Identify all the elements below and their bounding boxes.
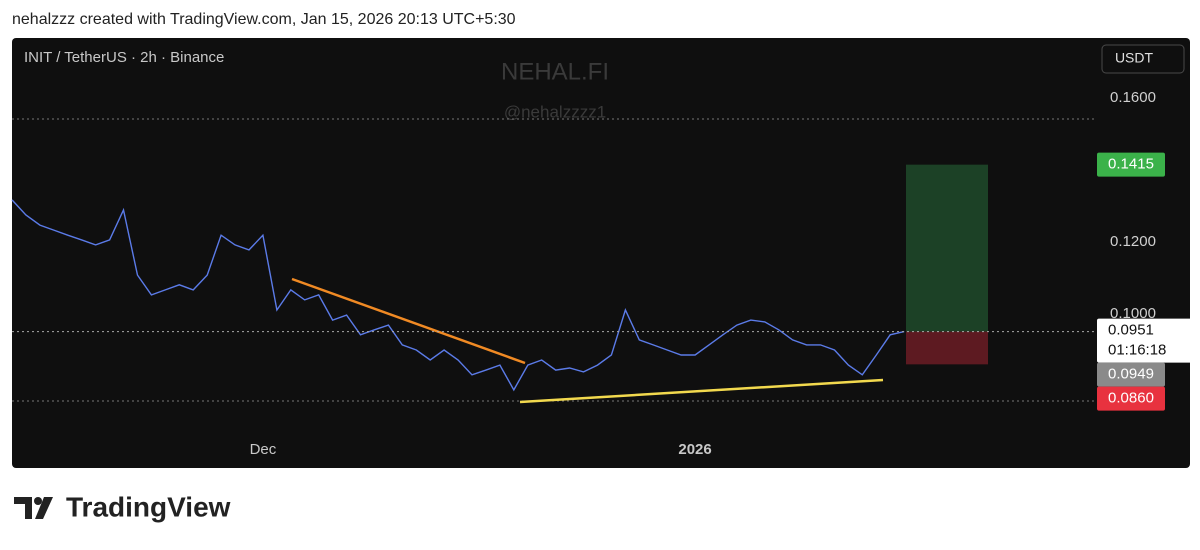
target-zone — [906, 164, 988, 332]
target-label: 0.1415 — [1108, 156, 1154, 173]
y-tick-label: 0.1000 — [1110, 305, 1156, 322]
stop-label: 0.0860 — [1108, 390, 1154, 407]
watermark-title: NEHAL.FI — [501, 58, 609, 85]
header-text: nehalzzz created with TradingView.com, J… — [12, 11, 516, 28]
last-price-label: 0.0951 — [1108, 322, 1154, 339]
countdown-label: 01:16:18 — [1108, 342, 1166, 359]
y-tick-label: 0.1600 — [1110, 89, 1156, 106]
x-tick-label: Dec — [250, 441, 277, 458]
last-price-box — [1097, 318, 1197, 363]
chart-panel — [12, 38, 1190, 468]
bid-price-label: 0.0949 — [1108, 366, 1154, 383]
chart-title: INIT / TetherUS · 2h · Binance — [24, 49, 224, 66]
x-tick-label: 2026 — [678, 441, 711, 458]
bid-price-box — [1097, 362, 1165, 387]
footer-brand: TradingView — [66, 491, 231, 522]
stop-label-box — [1097, 386, 1165, 411]
currency-label[interactable]: USDT — [1115, 50, 1154, 66]
stop-zone — [906, 331, 988, 365]
currency-button[interactable] — [1101, 44, 1185, 74]
y-tick-label: 0.1200 — [1110, 233, 1156, 250]
watermark-handle: @nehalzzzz1 — [504, 102, 606, 121]
tradingview-logo — [14, 497, 53, 519]
trend-line — [519, 378, 884, 404]
trend-line — [291, 277, 526, 365]
price-line — [11, 199, 905, 392]
target-label-box — [1097, 152, 1165, 177]
